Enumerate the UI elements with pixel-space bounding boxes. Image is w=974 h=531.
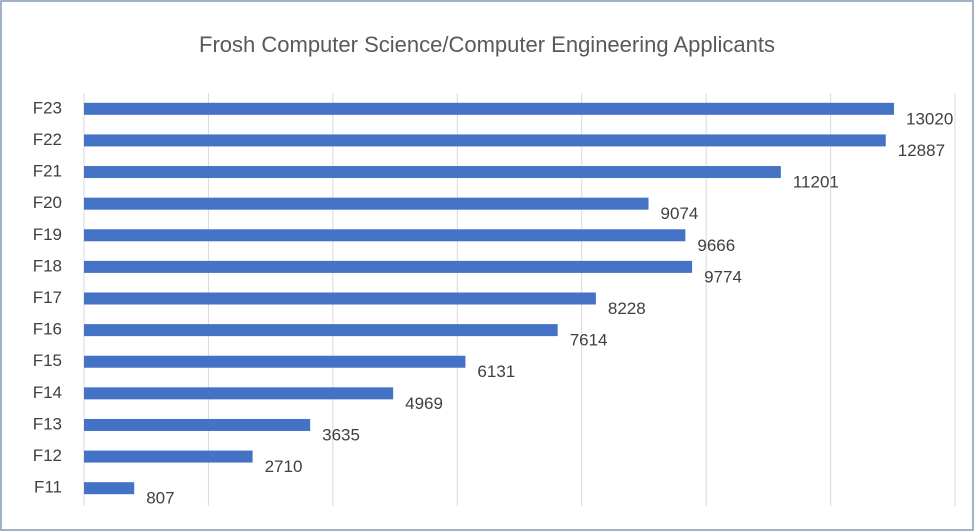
y-tick-label: F17 [33, 288, 62, 307]
data-label: 11201 [793, 173, 839, 192]
y-tick-label: F16 [33, 320, 62, 339]
y-tick-label: F21 [33, 162, 62, 181]
bar [84, 292, 596, 305]
bar [84, 450, 253, 463]
data-label: 3635 [322, 425, 360, 444]
bar [84, 229, 686, 242]
bar [84, 482, 135, 495]
data-label: 9074 [661, 204, 699, 223]
bar [84, 324, 558, 337]
bar [84, 102, 895, 115]
y-tick-label: F11 [34, 478, 62, 497]
y-tick-label: F19 [33, 225, 62, 244]
data-label: 807 [146, 489, 174, 508]
y-tick-label: F23 [33, 98, 62, 117]
y-tick-label: F22 [33, 130, 62, 149]
data-label: 9666 [697, 236, 735, 255]
data-label: 2710 [265, 457, 303, 476]
bar [84, 166, 781, 179]
bar [84, 418, 311, 431]
y-tick-label: F13 [33, 414, 62, 433]
chart-title: Frosh Computer Science/Computer Engineer… [199, 32, 775, 57]
bar [84, 387, 394, 400]
y-tick-label: F12 [33, 446, 62, 465]
data-label: 7614 [570, 331, 608, 350]
y-tick-label: F20 [33, 193, 62, 212]
data-label: 9774 [704, 267, 742, 286]
y-tick-label: F14 [33, 383, 62, 402]
bar [84, 134, 886, 147]
data-label: 4969 [405, 394, 443, 413]
data-label: 13020 [906, 109, 953, 128]
data-label: 12887 [898, 141, 945, 160]
bar [84, 355, 466, 368]
bar [84, 260, 693, 273]
y-tick-label: F18 [33, 256, 62, 275]
data-label: 8228 [608, 299, 646, 318]
data-label: 6131 [477, 362, 515, 381]
bar [84, 197, 649, 210]
y-tick-label: F15 [33, 351, 62, 370]
